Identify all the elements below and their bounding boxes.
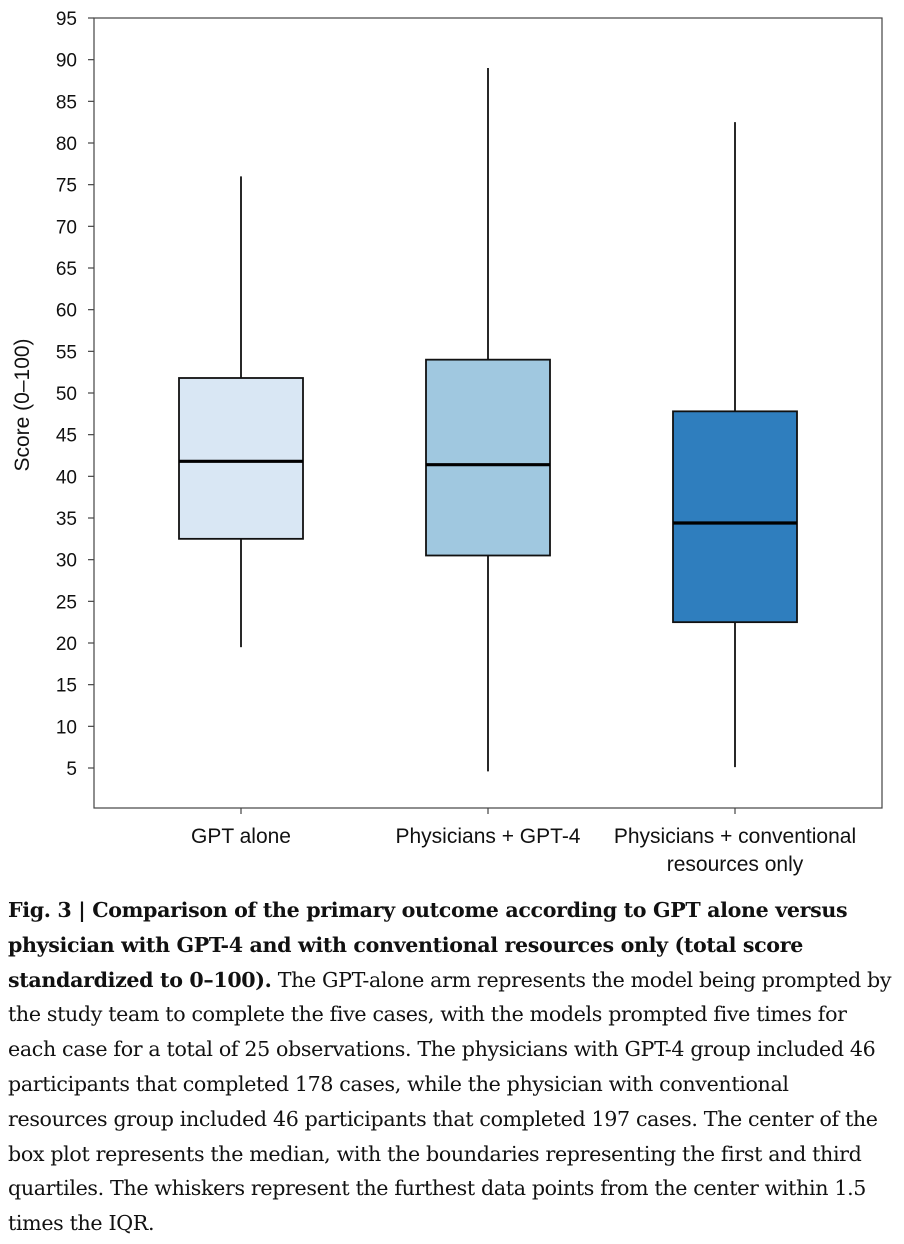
x-axis-labels: GPT alone Physicians + GPT-4 Physicians + … [191,808,856,876]
y-tick-label: 5 [66,759,77,780]
caption-title: Fig. 3 | Comparison of the primary outco… [8,898,848,992]
box-plot: 5 10 15 20 25 30 35 40 45 50 55 60 65 70 75 80 85 90 95 GP… [11,9,883,876]
y-tick-label: 35 [56,509,77,530]
category-label: Physicians + conventional [614,825,856,848]
y-tick-label: 85 [56,92,77,113]
y-tick-label: 45 [56,426,77,447]
y-tick-label: 25 [56,592,77,613]
y-tick-label: 95 [56,9,77,30]
box-series [178,68,798,772]
y-tick-label: 70 [56,217,77,238]
y-tick-label: 50 [56,384,77,405]
y-tick-label: 90 [56,51,77,72]
caption-body: The GPT-alone arm represents the model b… [8,967,892,1236]
y-tick-label: 30 [56,551,77,572]
y-tick-label: 80 [56,134,77,155]
category-label: Physicians + GPT-4 [396,825,581,848]
y-axis-title: Score (0–100) [11,338,34,471]
category-label: resources only [667,853,804,876]
iqr-box [672,410,798,624]
y-axis: 5 10 15 20 25 30 35 40 45 50 55 60 65 70 75 80 85 90 95 [56,9,94,780]
y-tick-label: 15 [56,676,77,697]
iqr-box [178,377,304,540]
iqr-box [425,358,551,557]
y-tick-label: 65 [56,259,77,280]
y-tick-label: 55 [56,342,77,363]
y-tick-label: 60 [56,301,77,322]
y-tick-label: 20 [56,634,77,655]
category-label: GPT alone [191,825,291,848]
y-tick-label: 40 [56,467,77,488]
y-tick-label: 75 [56,176,77,197]
plot-frame [93,17,883,809]
y-tick-label: 10 [56,717,77,738]
figure-caption: Fig. 3 | Comparison of the primary outco… [8,893,893,1241]
